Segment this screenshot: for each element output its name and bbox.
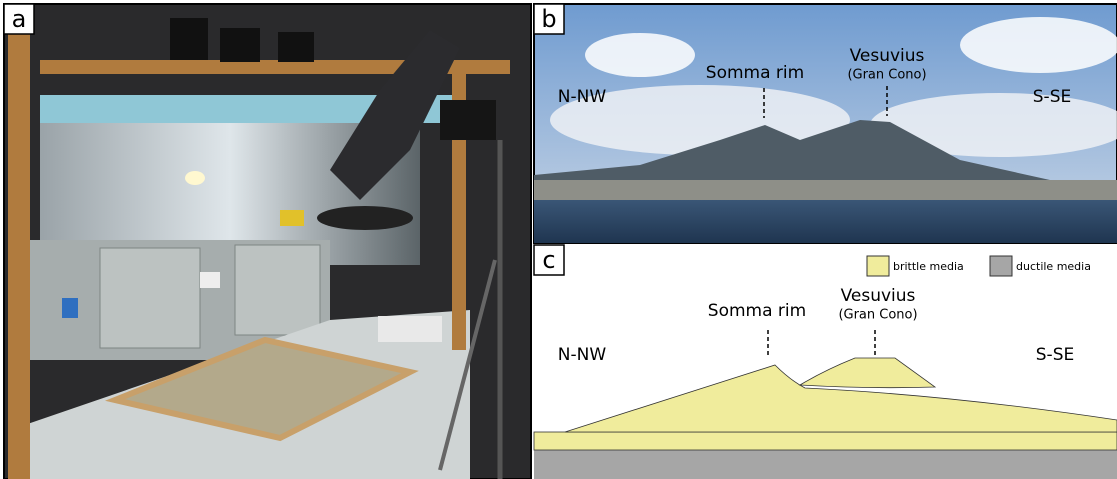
panel-b: N-NW S-SE Somma rim Vesuvius (Gran Cono)… — [534, 4, 1117, 243]
feature-label: Vesuvius — [841, 286, 916, 306]
feature-sublabel: (Gran Cono) — [838, 308, 917, 323]
panel-c: N-NW S-SE Somma rim Vesuvius (Gran Cono)… — [534, 245, 1117, 479]
figure: a N-NW S-SE Somma rim Vesuvius (Gran Con… — [0, 0, 1117, 479]
panel-label: a — [12, 5, 27, 33]
legend-label: brittle media — [893, 260, 964, 273]
legend-label: ductile media — [1016, 260, 1091, 273]
panel-label: b — [541, 5, 556, 33]
feature-sublabel: (Gran Cono) — [847, 68, 926, 83]
direction-label: N-NW — [558, 345, 607, 365]
direction-label: S-SE — [1033, 87, 1071, 107]
direction-label: N-NW — [558, 87, 607, 107]
panel-label: c — [542, 246, 555, 274]
feature-label: Somma rim — [706, 63, 804, 83]
direction-label: S-SE — [1036, 345, 1074, 365]
feature-label: Vesuvius — [850, 46, 925, 66]
panel-a: a — [4, 4, 531, 479]
feature-label: Somma rim — [708, 301, 806, 321]
